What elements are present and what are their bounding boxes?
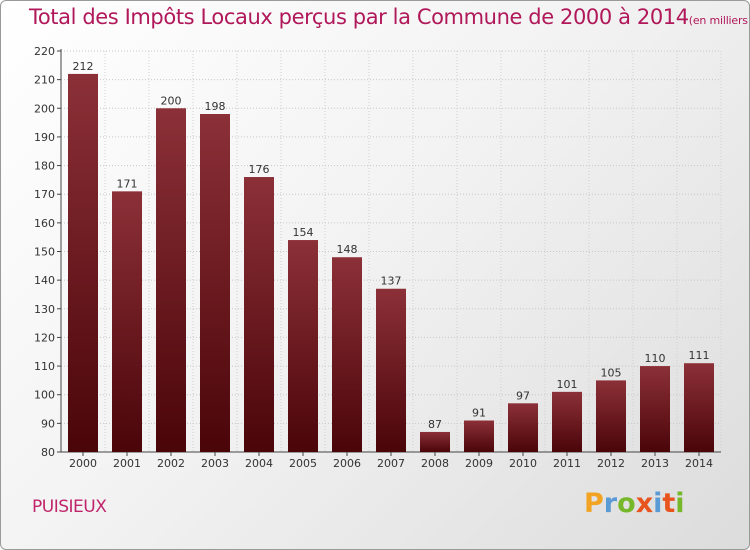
bar xyxy=(288,240,318,452)
y-tick-label: 220 xyxy=(34,45,55,58)
data-label: 111 xyxy=(689,349,710,362)
data-label: 154 xyxy=(293,226,314,239)
x-tick-label: 2004 xyxy=(245,457,273,470)
bar xyxy=(508,403,538,452)
x-tick-label: 2008 xyxy=(421,457,449,470)
logo-letter: x xyxy=(635,488,654,519)
x-tick-label: 2009 xyxy=(465,457,493,470)
y-tick-label: 150 xyxy=(34,246,55,259)
logo-letter: i xyxy=(653,488,663,519)
logo-letter: r xyxy=(603,488,618,519)
y-tick-label: 100 xyxy=(34,389,55,402)
y-tick-label: 190 xyxy=(34,131,55,144)
bar xyxy=(112,191,142,452)
bars xyxy=(68,73,714,453)
data-label: 97 xyxy=(516,389,530,402)
bar xyxy=(596,380,626,452)
x-tick-label: 2013 xyxy=(641,457,669,470)
y-tick-label: 160 xyxy=(34,217,55,230)
bar xyxy=(464,420,494,452)
x-tick-label: 2001 xyxy=(113,457,141,470)
x-tick-label: 2011 xyxy=(553,457,581,470)
y-tick-label: 80 xyxy=(41,446,55,459)
bar xyxy=(68,73,98,453)
y-tick-label: 110 xyxy=(34,360,55,373)
chart-unit-label: (en milliers d'€) xyxy=(688,14,749,27)
logo-letter: t xyxy=(662,488,676,519)
data-label: 137 xyxy=(381,275,402,288)
bar xyxy=(156,108,186,453)
y-tick-label: 180 xyxy=(34,160,55,173)
bar xyxy=(244,177,274,452)
data-label: 171 xyxy=(117,177,138,190)
data-labels: 212 171 200 198 176 154 148 137 87 91 97 101 105 110 1… xyxy=(73,60,710,431)
logo-letter: i xyxy=(675,488,685,519)
x-tick-label: 2010 xyxy=(509,457,537,470)
y-tick-label: 130 xyxy=(34,303,55,316)
data-label: 212 xyxy=(73,60,94,73)
x-tick-label: 2014 xyxy=(685,457,713,470)
data-label: 176 xyxy=(249,163,270,176)
logo-letter: P xyxy=(584,488,604,519)
data-label: 198 xyxy=(205,100,226,113)
data-label: 101 xyxy=(557,378,578,391)
data-label: 87 xyxy=(428,418,442,431)
x-tick-label: 2003 xyxy=(201,457,229,470)
y-tick-label: 210 xyxy=(34,74,55,87)
commune-name: PUISIEUX xyxy=(32,497,107,517)
bar xyxy=(640,366,670,452)
y-tick-label: 90 xyxy=(41,417,55,430)
x-tick-label: 2012 xyxy=(597,457,625,470)
bar xyxy=(376,288,406,452)
bar xyxy=(684,363,714,452)
y-tick-label: 200 xyxy=(34,102,55,115)
proxiti-logo: Proxiti xyxy=(584,488,685,519)
y-tick-label: 140 xyxy=(34,274,55,287)
x-tick-label: 2007 xyxy=(377,457,405,470)
bar xyxy=(200,114,230,452)
bar xyxy=(552,391,582,452)
data-label: 105 xyxy=(601,366,622,379)
bar xyxy=(332,257,362,452)
data-label: 200 xyxy=(161,94,182,107)
x-tick-label: 2002 xyxy=(157,457,185,470)
x-tick-label: 2005 xyxy=(289,457,317,470)
y-tick-label: 120 xyxy=(34,331,55,344)
logo-letter: o xyxy=(617,488,636,519)
data-label: 110 xyxy=(645,352,666,365)
data-label: 91 xyxy=(472,406,486,419)
x-tick-label: 2006 xyxy=(333,457,361,470)
bar xyxy=(420,431,450,452)
data-label: 148 xyxy=(337,243,358,256)
y-tick-label: 170 xyxy=(34,188,55,201)
chart-title-text: Total des Impôts Locaux perçus par la Co… xyxy=(29,5,689,29)
chart-title: Total des Impôts Locaux perçus par la Co… xyxy=(29,5,749,29)
x-tick-label: 2000 xyxy=(69,457,97,470)
